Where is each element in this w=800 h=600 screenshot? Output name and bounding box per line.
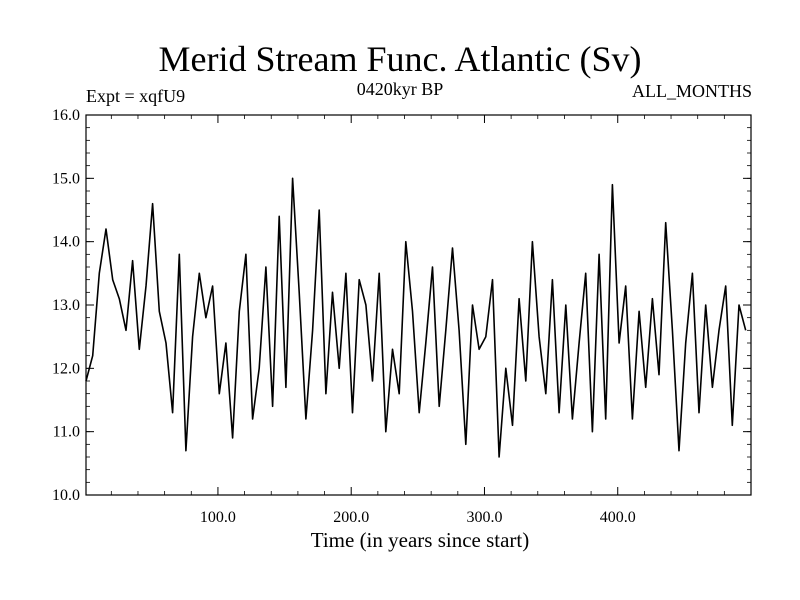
y-tick-label: 10.0 <box>52 487 80 504</box>
y-tick-label: 15.0 <box>52 170 80 187</box>
x-axis: 100.0 200.0 300.0 400.0 <box>110 115 725 526</box>
series-line <box>85 177 747 458</box>
x-tick-label: 200.0 <box>333 509 369 526</box>
x-tick-label: 400.0 <box>600 509 636 526</box>
y-tick-label: 12.0 <box>52 360 80 377</box>
y-tick-label: 14.0 <box>52 234 80 251</box>
x-axis-label: Time (in years since start) <box>310 528 530 552</box>
x-tick-label: 100.0 <box>200 509 236 526</box>
y-axis: 10.0 11.0 12.0 13.0 14.0 15.0 16.0 <box>52 107 751 504</box>
x-tick-label: 300.0 <box>466 509 502 526</box>
y-tick-label: 13.0 <box>52 297 80 314</box>
y-tick-label: 11.0 <box>53 424 80 441</box>
months-label: ALL_MONTHS <box>632 81 752 101</box>
chart-subtitle: 0420kyr BP <box>356 79 444 99</box>
y-tick-label: 16.0 <box>52 107 80 124</box>
chart-title: Merid Stream Func. Atlantic (Sv) <box>158 39 642 79</box>
experiment-label: Expt = xqfU9 <box>86 86 186 106</box>
